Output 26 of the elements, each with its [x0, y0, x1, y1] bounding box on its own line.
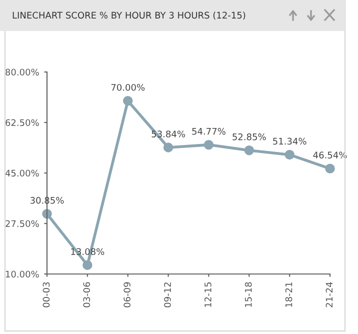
point [204, 140, 214, 150]
point [325, 164, 335, 174]
data-label: 52.85% [232, 133, 266, 140]
data-label: 70.00% [111, 84, 145, 91]
y-tick-label: 62.50% [6, 119, 39, 126]
point [122, 96, 133, 106]
y-tick-label: 10.00% [6, 270, 39, 278]
point [82, 260, 92, 270]
x-tick-label: 15-18 [244, 282, 252, 307]
y-tick-label: 45.00% [5, 170, 39, 177]
data-label: 51.34% [273, 138, 306, 145]
x-tick-label: 03-06 [83, 282, 90, 308]
chart-title: LINECHART SCORE % BY HOUR BY 3 HOURS (12-15) [12, 12, 246, 20]
y-tick-label: 80.00% [6, 68, 39, 76]
x-tick-label: 18-21 [285, 282, 292, 307]
x-tick-label: 06-09 [124, 282, 130, 308]
point [163, 142, 174, 152]
y-tick-label: 27.50% [6, 220, 39, 228]
data-label: 54.77% [192, 128, 226, 135]
x-tick-label: 12-15 [204, 282, 212, 307]
point [284, 150, 294, 160]
x-tick-label: 09-12 [164, 282, 171, 308]
data-label: 46.54% [313, 152, 347, 158]
x-tick-label: 21-24 [326, 282, 332, 308]
x-tick-label: 00-03 [42, 282, 50, 308]
point [244, 145, 254, 156]
